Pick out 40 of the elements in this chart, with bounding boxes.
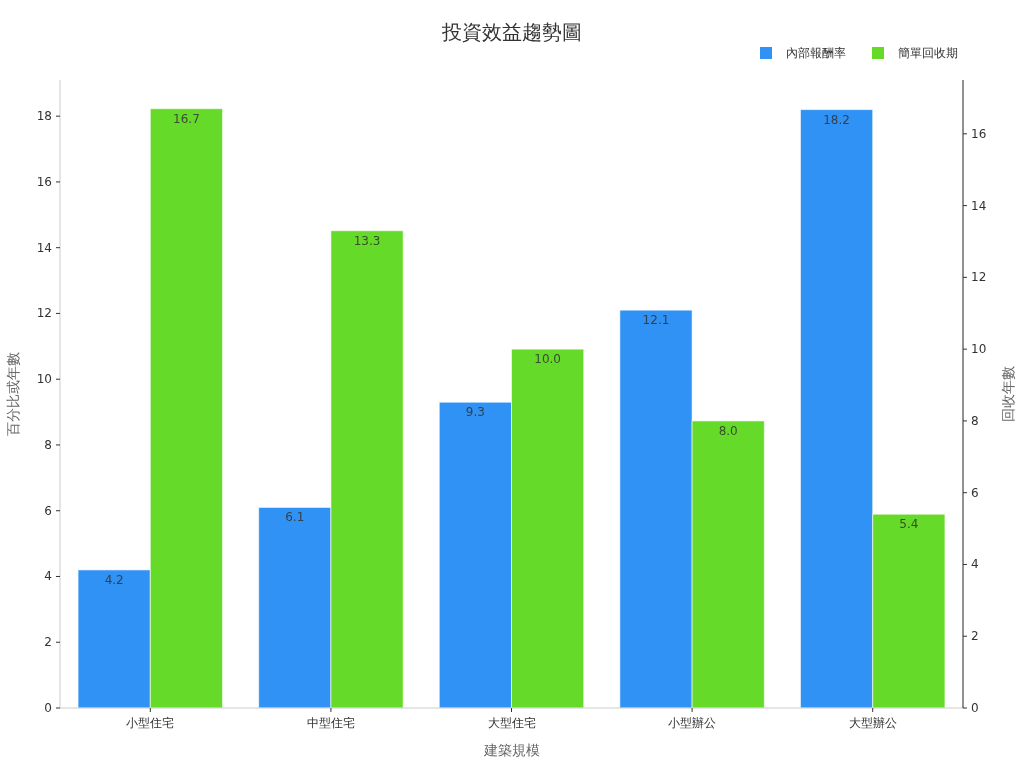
y2label: 回收年數: [1000, 366, 1016, 422]
ytick: 10: [36, 372, 52, 387]
data-label: 5.4: [899, 517, 919, 532]
y2tick: 6: [971, 485, 979, 500]
y2tick: 14: [971, 198, 987, 213]
data-label: 12.1: [642, 313, 670, 328]
ytick: 18: [36, 109, 52, 124]
legend-label: 簡單回收期: [898, 46, 958, 60]
y2tick: 10: [971, 342, 987, 357]
y2tick: 0: [971, 701, 979, 715]
legend-label: 內部報酬率: [786, 46, 846, 60]
data-label: 16.7: [173, 111, 200, 126]
data-label: 6.1: [285, 510, 305, 525]
y2tick: 2: [971, 629, 979, 644]
data-label: 13.3: [353, 233, 381, 248]
data-label: 9.3: [465, 405, 485, 420]
xlabel: 建築規模: [483, 742, 540, 758]
xtick: 小型住宅: [126, 716, 175, 730]
ylabel: 百分比或年數: [5, 352, 21, 436]
ytick: 6: [44, 503, 52, 518]
y2tick: 4: [971, 557, 979, 572]
y2tick: 16: [971, 126, 987, 141]
y2tick: 12: [971, 270, 987, 285]
data-label: 4.2: [104, 572, 124, 587]
ytick: 4: [44, 569, 52, 584]
y2tick: 8: [971, 413, 979, 428]
data-label: 18.2: [823, 112, 850, 127]
xtick: 小型辦公: [668, 716, 717, 730]
title: 投資效益趨勢圖: [442, 20, 582, 44]
xtick: 中型住宅: [306, 716, 355, 730]
xtick: 大型辦公: [848, 716, 897, 730]
ytick: 12: [36, 306, 52, 321]
ytick: 16: [36, 174, 52, 189]
ytick: 0: [44, 701, 52, 715]
ytick: 8: [44, 437, 52, 452]
data-label: 10.0: [534, 352, 561, 367]
ytick: 14: [36, 240, 52, 255]
data-label: 8.0: [718, 423, 738, 438]
ytick: 2: [44, 635, 52, 650]
xtick: 大型住宅: [487, 716, 536, 730]
